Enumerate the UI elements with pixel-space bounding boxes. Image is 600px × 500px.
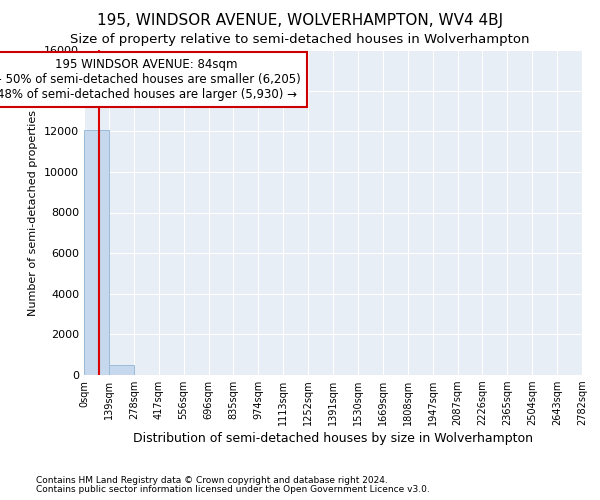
Text: 195 WINDSOR AVENUE: 84sqm
← 50% of semi-detached houses are smaller (6,205)
48% : 195 WINDSOR AVENUE: 84sqm ← 50% of semi-…	[0, 58, 301, 101]
Text: Contains HM Land Registry data © Crown copyright and database right 2024.: Contains HM Land Registry data © Crown c…	[36, 476, 388, 485]
Bar	[109, 365, 134, 375]
X-axis label: Distribution of semi-detached houses by size in Wolverhampton: Distribution of semi-detached houses by …	[133, 432, 533, 446]
Text: Contains public sector information licensed under the Open Government Licence v3: Contains public sector information licen…	[36, 485, 430, 494]
Y-axis label: Number of semi-detached properties: Number of semi-detached properties	[28, 110, 38, 316]
Text: 195, WINDSOR AVENUE, WOLVERHAMPTON, WV4 4BJ: 195, WINDSOR AVENUE, WOLVERHAMPTON, WV4 …	[97, 12, 503, 28]
Text: Size of property relative to semi-detached houses in Wolverhampton: Size of property relative to semi-detach…	[70, 32, 530, 46]
Bar	[84, 130, 109, 375]
